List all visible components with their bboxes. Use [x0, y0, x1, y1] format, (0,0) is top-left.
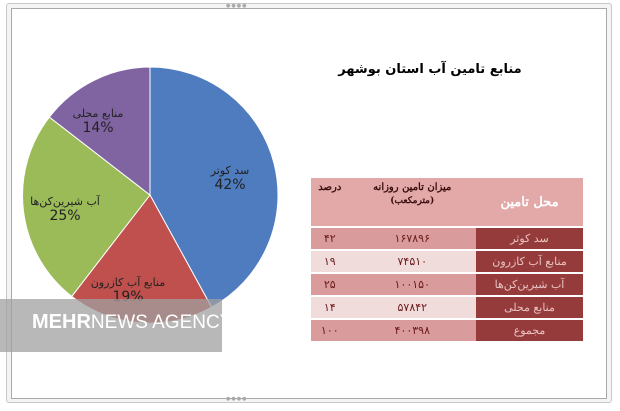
- table-row: سد کوثر ۱۶۷۸۹۶ ۴۲: [311, 227, 583, 251]
- cell-amount: ۷۴۵۱۰: [348, 250, 476, 274]
- cell-amount: ۱۶۷۸۹۶: [348, 227, 476, 251]
- watermark-brand: MEHR: [32, 311, 91, 333]
- cell-percent: ۴۲: [311, 227, 349, 251]
- slice-desalination: [22, 116, 151, 298]
- cell-name: منابع آب کازرون: [476, 250, 583, 274]
- pie-label-name: منابع آب کازرون: [90, 276, 166, 289]
- table-header-row: محل تامین میزان تامین روزانه (مترمکعب) د…: [311, 178, 583, 228]
- cell-amount: ۱۰۰۱۵۰: [348, 273, 476, 297]
- header-amount-label: میزان تامین روزانه: [373, 182, 452, 193]
- slice-local-sources: [48, 66, 151, 197]
- cell-percent: ۱۹: [311, 250, 349, 274]
- table-row-total: مجموع ۴۰۰۳۹۸ ۱۰۰: [311, 319, 583, 343]
- cell-amount: ۴۰۰۳۹۸: [348, 319, 476, 343]
- cell-name: منابع محلی: [476, 296, 583, 320]
- slice-kowsar-dam: [149, 66, 279, 308]
- header-location: محل تامین: [476, 178, 583, 228]
- resize-handle-bottom[interactable]: ●●●●: [226, 396, 248, 402]
- pie-label-name: منابع محلی: [72, 107, 124, 120]
- pie-label-pct: 42%: [214, 177, 246, 193]
- watermark-rest: NEWS AGENCY: [90, 312, 233, 333]
- pie-label-pct: 25%: [49, 208, 81, 224]
- chart-title: منابع تامین آب استان بوشهر: [338, 62, 522, 77]
- pie-label-desalination: آب شیرین‌کن‌ها 25%: [20, 195, 110, 223]
- cell-percent: ۱۰۰: [311, 319, 349, 343]
- data-table: محل تامین میزان تامین روزانه (مترمکعب) د…: [311, 178, 583, 343]
- cell-amount: ۵۷۸۴۲: [348, 296, 476, 320]
- table-row: آب شیرین‌کن‌ها ۱۰۰۱۵۰ ۲۵: [311, 273, 583, 297]
- header-percent: درصد: [311, 178, 349, 228]
- table-row: منابع محلی ۵۷۸۴۲ ۱۴: [311, 296, 583, 320]
- cell-percent: ۲۵: [311, 273, 349, 297]
- table-row: منابع آب کازرون ۷۴۵۱۰ ۱۹: [311, 250, 583, 274]
- pie-label-pct: 14%: [82, 120, 114, 136]
- header-amount: میزان تامین روزانه (مترمکعب): [348, 178, 476, 228]
- header-amount-unit: (مترمکعب): [390, 196, 435, 206]
- cell-name: سد کوثر: [476, 227, 583, 251]
- cell-name: آب شیرین‌کن‌ها: [476, 273, 583, 297]
- resize-handle-top[interactable]: ●●●●: [226, 3, 248, 9]
- pie-label-kowsar: سد کوتر 42%: [195, 164, 265, 192]
- pie-label-name: سد کوتر: [210, 164, 250, 177]
- cell-name: مجموع: [476, 319, 583, 343]
- pie-label-local: منابع محلی 14%: [62, 107, 134, 135]
- watermark-band: [0, 299, 222, 352]
- watermark-logo: MEHRNEWS AGENCY: [32, 311, 232, 334]
- cell-percent: ۱۴: [311, 296, 349, 320]
- pie-label-name: آب شیرین‌کن‌ها: [30, 195, 100, 208]
